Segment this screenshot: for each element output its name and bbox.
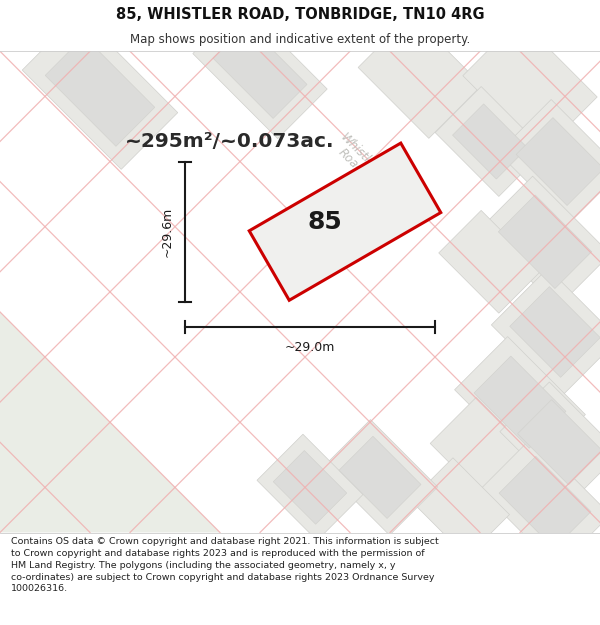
Polygon shape: [491, 268, 600, 396]
Polygon shape: [213, 24, 307, 119]
Text: Contains OS data © Crown copyright and database right 2021. This information is : Contains OS data © Crown copyright and d…: [11, 537, 439, 593]
Polygon shape: [516, 118, 600, 206]
Polygon shape: [479, 176, 600, 308]
Polygon shape: [273, 451, 347, 524]
Polygon shape: [435, 86, 545, 196]
Polygon shape: [358, 14, 482, 138]
Polygon shape: [193, 4, 327, 139]
Polygon shape: [499, 195, 592, 289]
Polygon shape: [452, 104, 527, 179]
Polygon shape: [500, 382, 600, 503]
Polygon shape: [249, 143, 441, 300]
Polygon shape: [463, 19, 597, 154]
Polygon shape: [339, 436, 421, 519]
Polygon shape: [430, 398, 540, 508]
Polygon shape: [45, 36, 155, 146]
Polygon shape: [498, 99, 600, 224]
Text: 85, WHISTLER ROAD, TONBRIDGE, TN10 4RG: 85, WHISTLER ROAD, TONBRIDGE, TN10 4RG: [116, 7, 484, 22]
Polygon shape: [322, 419, 437, 535]
Polygon shape: [518, 400, 600, 485]
Text: ~29.0m: ~29.0m: [285, 341, 335, 354]
Polygon shape: [510, 287, 600, 378]
Text: 85: 85: [308, 210, 343, 234]
Polygon shape: [479, 437, 600, 568]
Polygon shape: [439, 211, 541, 313]
Text: Whistler
Road: Whistler Road: [329, 131, 381, 182]
Polygon shape: [257, 434, 363, 541]
Polygon shape: [455, 337, 586, 468]
Polygon shape: [499, 456, 591, 549]
Polygon shape: [0, 312, 220, 532]
Text: Map shows position and indicative extent of the property.: Map shows position and indicative extent…: [130, 34, 470, 46]
Polygon shape: [474, 356, 566, 448]
Text: ~29.6m: ~29.6m: [161, 207, 173, 257]
Text: ~295m²/~0.073ac.: ~295m²/~0.073ac.: [125, 132, 335, 151]
Polygon shape: [410, 458, 509, 557]
Polygon shape: [22, 13, 178, 169]
